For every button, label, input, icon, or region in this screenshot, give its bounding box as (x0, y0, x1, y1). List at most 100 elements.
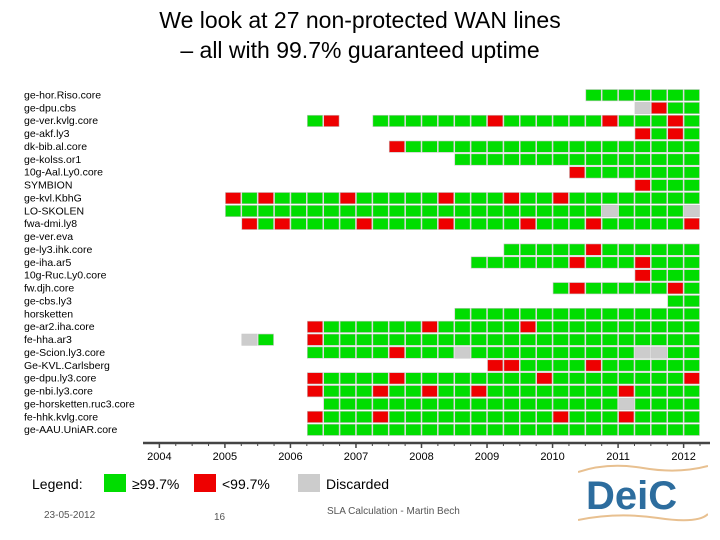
status-cell (667, 89, 684, 102)
status-cell (601, 346, 618, 359)
status-cell (552, 282, 569, 295)
status-cell (667, 102, 684, 115)
status-cell (405, 410, 422, 423)
status-cell (519, 346, 536, 359)
status-cell (274, 192, 291, 205)
status-cell (651, 127, 668, 140)
status-cell (569, 217, 586, 230)
status-cell (438, 192, 455, 205)
status-cell (519, 192, 536, 205)
status-cell (536, 410, 553, 423)
status-cell (519, 243, 536, 256)
status-cell (601, 192, 618, 205)
status-cell (634, 217, 651, 230)
status-cell (552, 320, 569, 333)
footer-center-text: SLA Calculation - Martin Bech (327, 506, 460, 517)
status-cell (438, 346, 455, 359)
status-cell (421, 398, 438, 411)
status-cell (519, 359, 536, 372)
status-cell (503, 153, 520, 166)
status-cell (601, 243, 618, 256)
status-cell (307, 333, 324, 346)
status-cell (438, 205, 455, 218)
status-cell (405, 372, 422, 385)
status-cell (503, 140, 520, 153)
status-cell (290, 192, 307, 205)
status-cell (339, 398, 356, 411)
status-cell (618, 153, 635, 166)
status-cell (372, 205, 389, 218)
status-cell (634, 346, 651, 359)
status-cell (536, 333, 553, 346)
status-cell (438, 217, 455, 230)
status-cell (225, 205, 242, 218)
row-label: ge-dpu.ly3.core (24, 373, 97, 385)
status-cell (634, 359, 651, 372)
status-cell (683, 166, 700, 179)
status-cell (307, 385, 324, 398)
slide-title-line-1: We look at 27 non-protected WAN lines (159, 7, 561, 33)
status-cell (405, 423, 422, 436)
status-cell (618, 320, 635, 333)
status-cell (667, 153, 684, 166)
status-cell (683, 320, 700, 333)
status-cell (536, 307, 553, 320)
status-cell (454, 372, 471, 385)
status-cell (683, 192, 700, 205)
status-cell (683, 307, 700, 320)
status-cell (601, 89, 618, 102)
status-cell (634, 153, 651, 166)
status-cell (651, 320, 668, 333)
status-cell (405, 346, 422, 359)
status-cell (585, 140, 602, 153)
status-cell (323, 217, 340, 230)
status-cell (470, 256, 487, 269)
status-cell (667, 372, 684, 385)
status-cell (651, 410, 668, 423)
row-label: ge-akf.ly3 (24, 128, 70, 140)
status-cell (388, 372, 405, 385)
status-cell (405, 333, 422, 346)
status-cell (569, 307, 586, 320)
status-cell (585, 282, 602, 295)
status-cell (519, 398, 536, 411)
status-cell (667, 243, 684, 256)
status-cell (454, 140, 471, 153)
status-cell (438, 333, 455, 346)
status-cell (569, 243, 586, 256)
status-cell (651, 346, 668, 359)
status-cell (257, 192, 274, 205)
row-label: ge-ver.kvlg.core (24, 115, 98, 127)
status-cell (405, 217, 422, 230)
status-cell (421, 320, 438, 333)
status-cell (536, 243, 553, 256)
status-cell (569, 205, 586, 218)
x-tick-label: 2009 (475, 451, 499, 463)
status-cell (601, 307, 618, 320)
status-cell (470, 320, 487, 333)
status-cell (536, 153, 553, 166)
status-cell (667, 346, 684, 359)
status-cell (651, 140, 668, 153)
status-cell (519, 256, 536, 269)
status-cell (651, 114, 668, 127)
status-cell (519, 320, 536, 333)
status-cell (618, 217, 635, 230)
status-cell (585, 256, 602, 269)
status-cell (618, 359, 635, 372)
status-cell (405, 192, 422, 205)
status-cell (618, 410, 635, 423)
status-cell (651, 307, 668, 320)
status-cell (454, 410, 471, 423)
status-cell (585, 372, 602, 385)
status-cell (339, 423, 356, 436)
status-cell (552, 243, 569, 256)
status-cell (585, 114, 602, 127)
status-cell (241, 205, 258, 218)
status-cell (601, 114, 618, 127)
status-cell (585, 166, 602, 179)
status-cell (519, 114, 536, 127)
status-cell (667, 333, 684, 346)
status-cell (585, 333, 602, 346)
status-cell (388, 217, 405, 230)
